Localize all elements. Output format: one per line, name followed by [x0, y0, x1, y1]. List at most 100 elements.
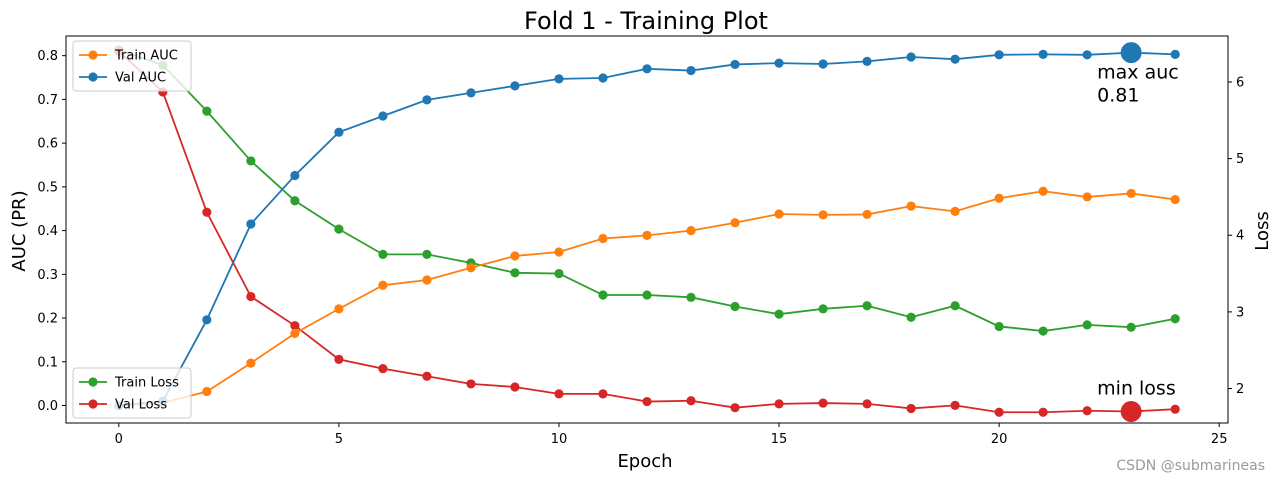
val-loss-point: [378, 363, 388, 374]
y-right-tick-label: 4: [1236, 229, 1244, 244]
y-right-tick-label: 5: [1236, 152, 1244, 167]
legend-train-loss-label: Train Loss: [114, 376, 179, 391]
val-loss-point: [818, 398, 828, 408]
train-auc-point: [730, 218, 740, 228]
train-loss-point: [554, 268, 564, 279]
val-auc-point: [202, 315, 212, 325]
train-auc-point: [1126, 188, 1136, 199]
legend-val-loss-label: Val Loss: [115, 398, 167, 413]
val-auc-point: [730, 59, 740, 70]
val-auc-point: [862, 56, 872, 66]
val-loss-point: [1082, 406, 1092, 416]
val-loss-point: [774, 399, 784, 409]
y-left-tick-label: 0.3: [37, 268, 58, 283]
val-auc-point: [334, 127, 344, 137]
val-auc-point: [1170, 49, 1180, 59]
val-auc-point: [818, 59, 828, 69]
watermark-text: CSDN @submarineas: [1116, 458, 1265, 474]
train-auc-point: [1038, 186, 1048, 196]
annotation-value: 0.81: [1097, 85, 1139, 107]
legend-val-loss-marker: [88, 399, 98, 409]
val-loss-point: [290, 321, 300, 331]
val-loss-point: [422, 371, 432, 381]
train-loss-point: [510, 268, 520, 278]
y-right-tick-label: 6: [1236, 75, 1244, 90]
val-loss-point: [246, 291, 256, 302]
val-loss-point: [510, 382, 520, 392]
annotation-marker: [1120, 401, 1142, 423]
val-auc-line: [118, 51, 1176, 407]
train-loss-point: [378, 249, 388, 260]
y-left-tick-label: 0.5: [37, 180, 58, 195]
train-auc-point: [554, 247, 564, 257]
y-left-tick-label: 0.1: [37, 355, 58, 370]
train-loss-point: [774, 309, 784, 319]
train-loss-point: [1170, 314, 1180, 324]
val-auc-point: [554, 74, 564, 84]
y-left-tick-label: 0.6: [37, 137, 58, 152]
val-auc-point: [246, 219, 256, 229]
val-loss-point: [466, 379, 476, 389]
annotation-marker: [1120, 42, 1142, 64]
val-auc-point: [466, 88, 476, 98]
train-loss-point: [950, 301, 960, 311]
x-tick-label: 10: [551, 432, 568, 447]
train-auc-point: [466, 263, 476, 273]
train-auc-point: [378, 280, 388, 290]
val-loss-point: [686, 396, 696, 406]
train-loss-point: [818, 304, 828, 314]
train-loss-point: [906, 312, 916, 322]
val-loss-point: [334, 354, 344, 364]
train-loss-point: [598, 290, 608, 300]
x-tick-label: 15: [771, 432, 788, 447]
y-axis-right-label: Loss: [1252, 211, 1273, 250]
annotation-text: max auc: [1097, 62, 1179, 84]
val-loss-point: [642, 396, 652, 407]
train-auc-point: [686, 225, 696, 236]
val-loss-point: [950, 400, 960, 410]
train-loss-point: [994, 321, 1004, 332]
val-loss-point: [862, 399, 872, 409]
x-tick-label: 5: [335, 432, 343, 447]
train-loss-point: [1126, 322, 1136, 332]
legend-auc-box: [72, 40, 192, 92]
train-loss-point: [730, 301, 740, 312]
train-loss-point: [334, 224, 344, 234]
y-right-tick-label: 2: [1236, 382, 1244, 397]
plot-frame: [65, 35, 1229, 424]
train-loss-point: [422, 249, 432, 260]
train-auc-point: [818, 210, 828, 220]
train-auc-point: [642, 230, 652, 241]
train-loss-point: [246, 156, 256, 166]
train-loss-line: [118, 48, 1176, 332]
train-loss-point: [686, 292, 696, 302]
train-auc-point: [862, 209, 872, 220]
legend-train-auc-marker: [88, 50, 98, 60]
val-loss-point: [906, 403, 916, 414]
train-loss-point: [642, 290, 652, 300]
train-loss-point: [862, 301, 872, 311]
train-loss-point: [1082, 320, 1092, 330]
train-auc-point: [994, 193, 1004, 203]
val-auc-point: [290, 170, 300, 181]
val-auc-point: [774, 58, 784, 68]
y-left-tick-label: 0.0: [37, 399, 58, 414]
val-auc-point: [422, 95, 432, 105]
x-axis-label: Epoch: [617, 451, 672, 472]
train-auc-point: [334, 304, 344, 314]
train-loss-point: [1038, 326, 1048, 336]
train-auc-point: [774, 209, 784, 219]
val-auc-point: [1082, 50, 1092, 60]
train-auc-point: [202, 386, 212, 397]
val-loss-point: [1038, 407, 1048, 417]
train-auc-point: [510, 251, 520, 261]
val-loss-point: [730, 403, 740, 413]
val-auc-point: [510, 81, 520, 91]
val-auc-point: [642, 64, 652, 74]
legend-val-auc-marker: [88, 72, 98, 82]
x-tick-label: 0: [115, 432, 123, 447]
y-right-tick-label: 3: [1236, 305, 1244, 320]
train-auc-point: [246, 358, 256, 368]
val-auc-point: [598, 73, 608, 83]
